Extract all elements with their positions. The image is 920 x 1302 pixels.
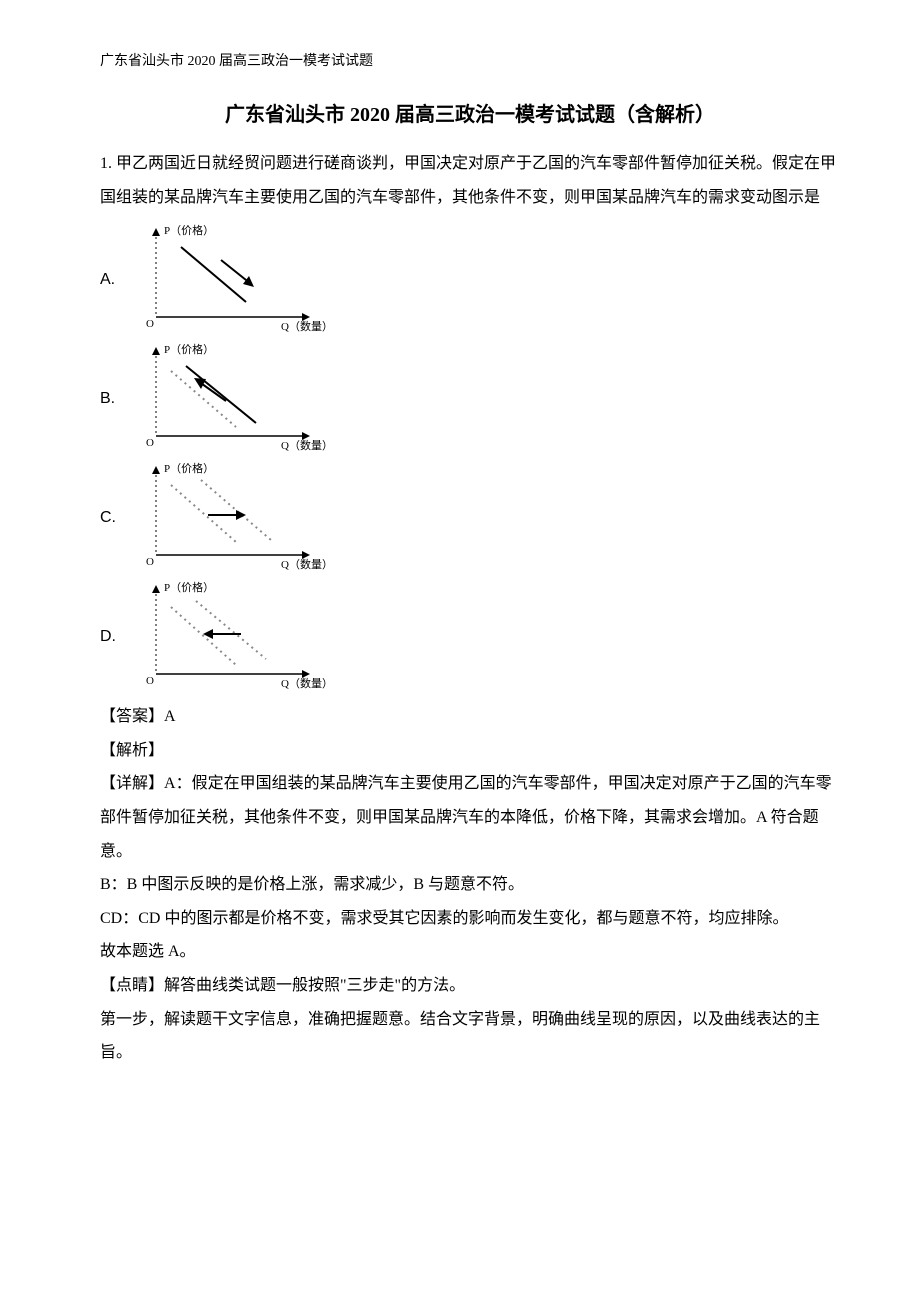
option-d-label: D. — [100, 628, 124, 646]
svg-text:O: O — [146, 437, 154, 449]
option-d-chart: P（价格） Q（数量） O — [136, 579, 336, 694]
option-c-label: C. — [100, 509, 124, 527]
hint-label: 【点睛】 — [100, 977, 164, 994]
hint-text: 解答曲线类试题一般按照"三步走"的方法。 — [164, 977, 465, 994]
explain-a-text: A：假定在甲国组装的某品牌汽车主要使用乙国的汽车零部件，甲国决定对原产于乙国的汽… — [100, 775, 832, 859]
option-a-label: A. — [100, 271, 124, 289]
option-d-row: D. P（价格） Q（数量） O — [100, 579, 840, 694]
svg-text:O: O — [146, 675, 154, 687]
explain-b: B：B 中图示反映的是价格上涨，需求减少，B 与题意不符。 — [100, 868, 840, 902]
question-number: 1. — [100, 155, 112, 172]
step1-text: 第一步，解读题干文字信息，准确把握题意。结合文字背景，明确曲线呈现的原因，以及曲… — [100, 1003, 840, 1070]
option-b-chart: P（价格） Q（数量） O — [136, 341, 336, 456]
svg-text:P（价格）: P（价格） — [164, 580, 214, 594]
y-axis-label: P（价格） — [164, 223, 214, 237]
page-header: 广东省汕头市 2020 届高三政治一模考试试题 — [100, 50, 840, 70]
option-b-label: B. — [100, 390, 124, 408]
option-c-chart: P（价格） Q（数量） O — [136, 460, 336, 575]
svg-text:P（价格）: P（价格） — [164, 342, 214, 356]
question-text: 1. 甲乙两国近日就经贸问题进行磋商谈判，甲国决定对原产于乙国的汽车零部件暂停加… — [100, 147, 840, 214]
x-axis-label: Q（数量） — [281, 320, 333, 332]
svg-text:P（价格）: P（价格） — [164, 461, 214, 475]
answer-label: 【答案】 — [100, 708, 164, 725]
svg-text:Q（数量）: Q（数量） — [281, 439, 333, 451]
explain-heading: 【解析】 — [100, 734, 840, 768]
svg-text:O: O — [146, 556, 154, 568]
option-a-row: A. P（价格） Q（数量） O — [100, 222, 840, 337]
explain-a: 【详解】A：假定在甲国组装的某品牌汽车主要使用乙国的汽车零部件，甲国决定对原产于… — [100, 767, 840, 868]
option-a-chart: P（价格） Q（数量） O — [136, 222, 336, 337]
explain-conclusion: 故本题选 A。 — [100, 935, 840, 969]
hint-line: 【点睛】解答曲线类试题一般按照"三步走"的方法。 — [100, 969, 840, 1003]
question-body: 甲乙两国近日就经贸问题进行磋商谈判，甲国决定对原产于乙国的汽车零部件暂停加征关税… — [100, 155, 836, 206]
option-b-row: B. P（价格） Q（数量） O — [100, 341, 840, 456]
origin-label: O — [146, 318, 154, 330]
answer-line: 【答案】A — [100, 700, 840, 734]
detail-label: 【详解】 — [100, 775, 164, 792]
option-c-row: C. P（价格） Q（数量） O — [100, 460, 840, 575]
doc-title: 广东省汕头市 2020 届高三政治一模考试试题（含解析） — [100, 98, 840, 127]
answer-value: A — [164, 708, 176, 725]
explain-cd: CD：CD 中的图示都是价格不变，需求受其它因素的影响而发生变化，都与题意不符，… — [100, 902, 840, 936]
svg-text:Q（数量）: Q（数量） — [281, 558, 333, 570]
svg-text:Q（数量）: Q（数量） — [281, 677, 333, 689]
